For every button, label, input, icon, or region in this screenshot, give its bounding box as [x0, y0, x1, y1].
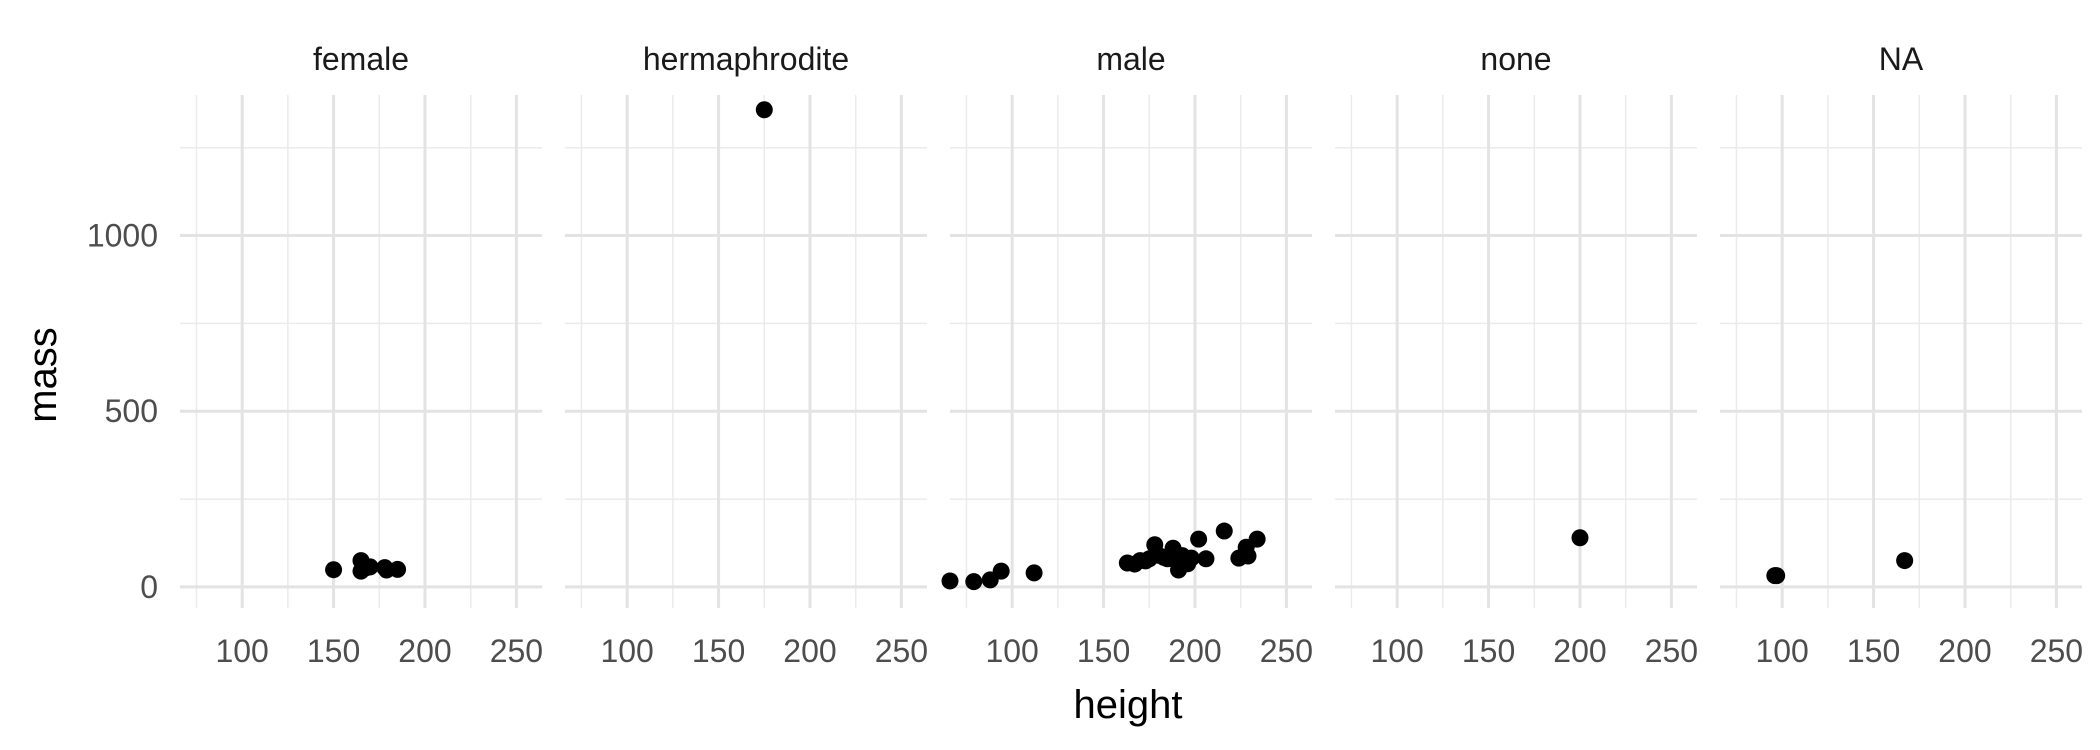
x-tick-label: 200 — [1938, 633, 1991, 669]
data-point — [1190, 530, 1208, 548]
x-tick-label: 200 — [1168, 633, 1221, 669]
facet-strip-label: hermaphrodite — [643, 41, 849, 77]
facet-strip-label: female — [313, 41, 409, 77]
facet-strip-label: none — [1480, 41, 1551, 77]
facet-panels: female 100 150 200 250 hermaphrodite 100 150 200… — [180, 41, 2083, 669]
x-tick-label: 150 — [692, 633, 745, 669]
x-tick-label: 150 — [1462, 633, 1515, 669]
x-tick-label: 250 — [875, 633, 928, 669]
x-tick-label: 100 — [1370, 633, 1423, 669]
facet-panel-hermaphrodite: hermaphrodite 100 150 200 250 — [565, 41, 928, 669]
facet-panel-male: male 100 150 200 250 — [941, 41, 1313, 669]
data-point — [992, 562, 1010, 580]
facet-panel-female: female 100 150 200 250 — [180, 41, 543, 669]
facet-strip-label: male — [1096, 41, 1165, 77]
y-axis-title: mass — [21, 327, 65, 423]
x-tick-label: 100 — [1755, 633, 1808, 669]
data-point — [361, 558, 379, 576]
x-tick-label: 100 — [215, 633, 268, 669]
data-point — [325, 561, 343, 579]
y-axis: 0 500 1000 — [87, 218, 158, 605]
data-point — [1248, 530, 1266, 548]
y-tick-label: 500 — [105, 393, 158, 429]
data-point — [389, 560, 407, 578]
data-point — [1896, 552, 1914, 570]
facet-strip-label: NA — [1879, 41, 1924, 77]
x-tick-label: 200 — [1553, 633, 1606, 669]
x-tick-label: 150 — [1847, 633, 1900, 669]
facet-panel-na: NA 100 150 200 250 — [1720, 41, 2083, 669]
data-point — [941, 572, 959, 590]
data-point — [1182, 549, 1200, 567]
data-point — [1025, 564, 1043, 582]
x-tick-label: 200 — [398, 633, 451, 669]
data-point — [1197, 550, 1215, 568]
x-tick-label: 100 — [985, 633, 1038, 669]
data-point — [755, 101, 773, 119]
data-point — [1571, 529, 1589, 547]
data-point — [1768, 567, 1786, 585]
x-tick-label: 250 — [1645, 633, 1698, 669]
data-point — [1215, 522, 1233, 540]
y-tick-label: 1000 — [87, 218, 158, 254]
x-tick-label: 250 — [490, 633, 543, 669]
x-tick-label: 150 — [1077, 633, 1130, 669]
y-tick-label: 0 — [140, 569, 158, 605]
data-point — [1239, 547, 1257, 565]
x-axis-title: height — [1074, 683, 1183, 727]
facet-panel-none: none 100 150 200 250 — [1335, 41, 1698, 669]
x-tick-label: 150 — [307, 633, 360, 669]
x-tick-label: 250 — [2030, 633, 2083, 669]
x-tick-label: 200 — [783, 633, 836, 669]
x-tick-label: 250 — [1260, 633, 1313, 669]
data-point — [965, 573, 983, 591]
x-tick-label: 100 — [600, 633, 653, 669]
